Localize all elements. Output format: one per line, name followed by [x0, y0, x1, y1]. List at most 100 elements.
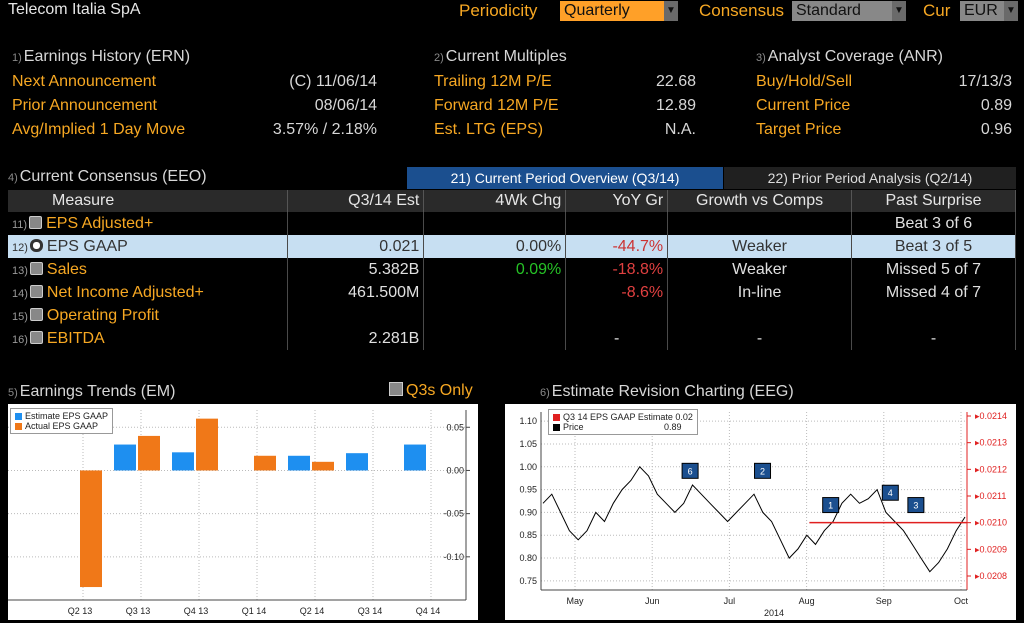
periodicity-label: Periodicity	[459, 1, 538, 20]
y-tick-label: 0.75	[519, 576, 537, 586]
bar	[114, 444, 136, 471]
section-title[interactable]: 1) Earnings History (ERN)	[12, 48, 191, 65]
chart-legend: Q3 14 EPS GAAP Estimate 0.02 Price 0.89	[548, 409, 698, 435]
revision-marker	[681, 462, 699, 479]
y-tick-label: 1.00	[519, 462, 537, 472]
y-tick-label: 0.90	[519, 507, 537, 517]
x-tick-label: Jul	[724, 596, 736, 606]
estimate-revision-chart: 1.10 1.05 1.00 0.95 0.90 0.85 0.80 0.75 ▸0.0214 ▸…	[505, 404, 1016, 620]
section-title[interactable]: 3) Analyst Coverage (ANR)	[756, 48, 943, 65]
row-bullet-icon	[29, 330, 43, 344]
chevron-down-icon: ▼	[892, 1, 906, 21]
y-tick-label: 0.85	[519, 530, 537, 540]
consensus-value: Standard	[792, 1, 892, 21]
bar	[80, 470, 102, 588]
y-tick-label: 0.80	[519, 553, 537, 563]
revision-marker-label: 2	[760, 466, 765, 476]
y2-tick-label: ▸0.0209	[975, 544, 1007, 554]
estimate-revision-title[interactable]: 6) Estimate Revision Charting (EEG)	[540, 383, 794, 400]
periodicity-value: Quarterly	[560, 1, 664, 21]
currency-dropdown[interactable]: EUR ▼	[960, 1, 1018, 21]
earnings-history-section: 1) Earnings History (ERN) Next Announceme…	[12, 48, 377, 142]
bar	[288, 455, 310, 471]
y-tick-label: 0.00	[446, 465, 464, 475]
x-tick-label: Sep	[876, 596, 892, 606]
x-tick-label: Q3 13	[126, 606, 151, 616]
column-header[interactable]: Past Surprise	[851, 190, 1016, 212]
x-tick-label: Q3 14	[358, 606, 383, 616]
table-row[interactable]: 16) EBITDA 2.281B - - -	[8, 327, 1016, 350]
column-header[interactable]: Q3/14 Est	[287, 190, 425, 212]
y-tick-label: 0.05	[446, 422, 464, 432]
y-tick-label: 0.95	[519, 485, 537, 495]
column-header[interactable]: Measure	[8, 190, 289, 212]
legend-item: Estimate EPS GAAP	[25, 411, 109, 421]
x-tick-label: Q2 13	[68, 606, 93, 616]
list-item: Current Price 0.89	[756, 97, 1012, 114]
legend-swatch	[15, 413, 22, 420]
x-tick-label: Q4 14	[416, 606, 441, 616]
periodicity-dropdown[interactable]: Quarterly ▼	[560, 1, 678, 21]
table-row-selected[interactable]: 12) EPS GAAP 0.021 0.00% -44.7% Weaker Beat 3…	[8, 235, 1016, 258]
list-item: Forward 12M P/E 12.89	[434, 97, 696, 114]
list-item: Buy/Hold/Sell 17/13/3	[756, 73, 1012, 90]
x-axis-year-label: 2014	[764, 608, 784, 618]
legend-swatch	[15, 423, 22, 430]
bar	[312, 461, 334, 471]
analyst-coverage-section: 3) Analyst Coverage (ANR) Buy/Hold/Sell 17…	[756, 48, 1012, 142]
radio-selected-icon	[29, 238, 43, 252]
security-title: Telecom Italia SpA	[8, 1, 141, 18]
x-tick-label: May	[566, 596, 584, 606]
chevron-down-icon: ▼	[664, 1, 678, 21]
bar	[404, 444, 426, 471]
earnings-trends-title[interactable]: 5) Earnings Trends (EM)	[8, 383, 176, 400]
legend-item: Q3 14 EPS GAAP Estimate	[563, 412, 673, 422]
legend-value: 0.89	[664, 422, 682, 432]
currency-label: Cur	[923, 1, 951, 20]
column-header[interactable]: Growth vs Comps	[667, 190, 853, 212]
list-item: Target Price 0.96	[756, 121, 1012, 138]
y2-tick-label: ▸0.0211	[975, 491, 1006, 501]
revision-marker-label: 6	[688, 466, 693, 476]
chart-legend: Estimate EPS GAAP Actual EPS GAAP	[10, 408, 114, 434]
table-header-row: Measure Q3/14 Est 4Wk Chg YoY Gr Growth …	[8, 190, 1016, 212]
checkbox-icon	[389, 382, 403, 396]
q3s-only-toggle[interactable]: Q3s Only	[389, 382, 473, 400]
revision-marker-label: 3	[913, 501, 918, 511]
consensus-label: Consensus	[699, 1, 785, 20]
x-tick-label: Q2 14	[300, 606, 325, 616]
table-row[interactable]: 14) Net Income Adjusted+ 461.500M -8.6% In-…	[8, 281, 1016, 304]
y2-tick-label: ▸0.0208	[975, 571, 1007, 581]
tab-prior-period[interactable]: 22) Prior Period Analysis (Q2/14)	[724, 167, 1016, 189]
column-header[interactable]: 4Wk Chg	[423, 190, 567, 212]
row-bullet-icon	[29, 284, 43, 298]
legend-value: 0.02	[675, 412, 693, 422]
y-tick-label: -0.05	[443, 509, 464, 519]
section-title[interactable]: 2) Current Multiples	[434, 48, 567, 65]
table-row[interactable]: 11) EPS Adjusted+ Beat 3 of 6	[8, 212, 1016, 235]
consensus-dropdown[interactable]: Standard ▼	[792, 1, 906, 21]
row-bullet-icon	[29, 215, 43, 229]
tab-current-period[interactable]: 21) Current Period Overview (Q3/14)	[407, 167, 723, 189]
current-multiples-section: 2) Current Multiples Trailing 12M P/E 22.6…	[434, 48, 696, 142]
chevron-down-icon: ▼	[1004, 1, 1018, 21]
x-tick-label: Aug	[799, 596, 815, 606]
list-item: Trailing 12M P/E 22.68	[434, 73, 696, 90]
table-row[interactable]: 15) Operating Profit	[8, 304, 1016, 327]
table-row[interactable]: 13) Sales 5.382B 0.09% -18.8% Weaker Missed 5…	[8, 258, 1016, 281]
revision-marker-label: 4	[888, 488, 893, 498]
revision-marker	[907, 497, 925, 514]
column-header[interactable]: YoY Gr	[565, 190, 669, 212]
current-consensus-title[interactable]: 4) Current Consensus (EEO)	[8, 168, 207, 185]
revision-marker	[822, 497, 840, 514]
revision-marker-label: 1	[828, 501, 833, 511]
x-tick-label: Jun	[645, 596, 660, 606]
y2-tick-label: ▸0.0214	[975, 411, 1007, 421]
bar	[172, 452, 194, 471]
list-item: Next Announcement (C) 11/06/14	[12, 73, 377, 90]
bar	[138, 435, 160, 471]
legend-swatch	[553, 414, 560, 421]
bar	[346, 453, 368, 471]
consensus-table: Measure Q3/14 Est 4Wk Chg YoY Gr Growth …	[8, 190, 1016, 350]
list-item: Est. LTG (EPS) N.A.	[434, 121, 696, 138]
